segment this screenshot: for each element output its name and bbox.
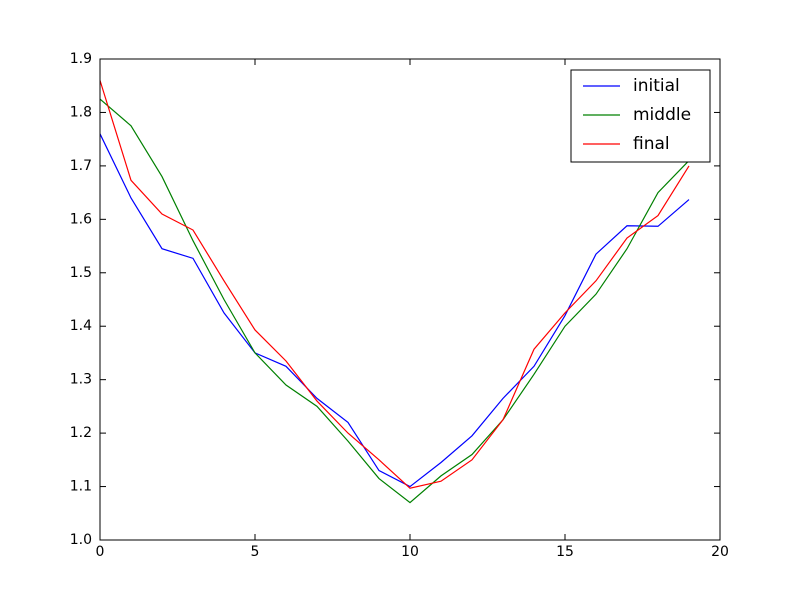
x-tick-label: 5 — [251, 544, 260, 560]
x-tick-label: 15 — [556, 544, 574, 560]
legend-label: middle — [633, 105, 691, 125]
line-series — [99, 80, 690, 489]
y-tick-label: 1.0 — [70, 532, 92, 548]
y-tick-label: 1.7 — [70, 158, 92, 174]
legend-label: final — [633, 134, 670, 154]
legend-box — [570, 69, 711, 163]
line-series — [99, 98, 690, 504]
y-tick-label: 1.4 — [70, 318, 92, 334]
x-tick-label: 20 — [711, 544, 729, 560]
x-tick-label: 0 — [96, 544, 105, 560]
y-tick-label: 1.6 — [70, 211, 92, 227]
x-tick-label: 10 — [401, 544, 419, 560]
y-tick-label: 1.3 — [70, 372, 92, 388]
y-tick-label: 1.2 — [70, 425, 92, 441]
y-tick-label: 1.1 — [70, 479, 92, 495]
y-tick-label: 1.8 — [70, 104, 92, 120]
y-tick-label: 1.5 — [70, 265, 92, 281]
plot-frame — [99, 58, 721, 541]
y-tick-label: 1.9 — [70, 51, 92, 67]
line-series — [99, 133, 690, 488]
legend-label: initial — [633, 76, 680, 96]
